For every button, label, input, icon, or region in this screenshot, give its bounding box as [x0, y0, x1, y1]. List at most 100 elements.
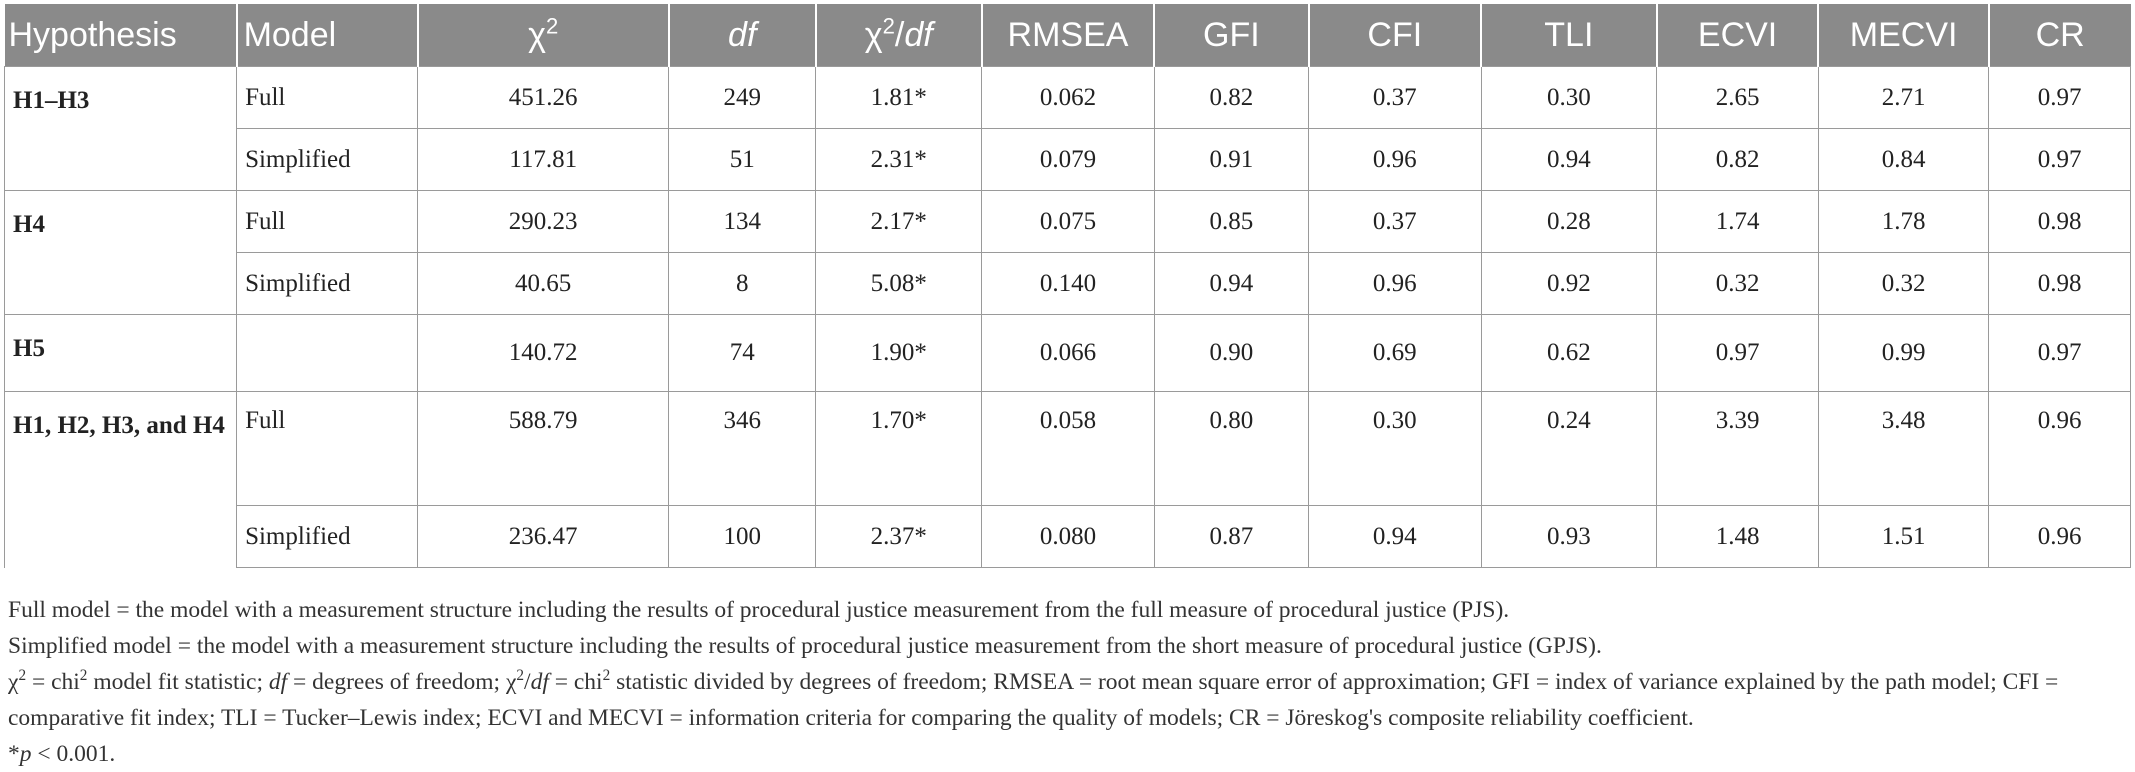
value-cell: 0.32 [1656, 252, 1819, 315]
value-cell: 0.30 [1480, 66, 1657, 129]
value-cell: 0.96 [1988, 391, 2131, 506]
value-cell: 3.39 [1656, 391, 1819, 506]
value-cell: 0.96 [1988, 505, 2131, 568]
value-cell: 134 [668, 190, 816, 253]
value-cell: 0.97 [1988, 314, 2131, 392]
table-row: H1–H3 Full 451.26 249 1.81* 0.062 0.82 0.37 0.30… [3, 66, 2131, 191]
value-cell: 1.70* [815, 391, 982, 506]
value-cell: 100 [668, 505, 816, 568]
note-abbreviations: χ2 = chi2 model fit statistic; df = degr… [8, 667, 2059, 731]
value-cell: 1.90* [815, 314, 982, 392]
column-header: χ2 [416, 4, 669, 67]
column-header: Model [235, 4, 418, 67]
value-cell: 0.058 [981, 391, 1155, 506]
table-row: Simplified 236.47 100 2.37* 0.080 0.87 0.94 0.9… [5, 505, 2131, 568]
value-cell: 2.37* [815, 505, 982, 568]
table-notes: Full model = the model with a measuremen… [8, 592, 2130, 772]
table-row: H5 140.72 74 1.90* 0.066 0.90 0.69 0.62 0.97 0.99… [3, 314, 2131, 392]
value-cell: 0.062 [981, 66, 1155, 129]
note-significance: *p < 0.001. [8, 741, 116, 767]
value-cell: 51 [668, 128, 816, 191]
value-cell: 249 [668, 66, 816, 129]
value-cell: 0.37 [1308, 190, 1482, 253]
table-row: Simplified 117.81 51 2.31* 0.079 0.91 0.96 0.94… [5, 128, 2131, 191]
value-cell: 236.47 [417, 505, 669, 568]
value-cell: 0.97 [1656, 314, 1819, 392]
value-cell: 2.65 [1656, 66, 1819, 129]
note-full-model: Full model = the model with a measuremen… [8, 597, 1510, 623]
column-header: CR [1987, 4, 2131, 67]
hypothesis-cell: H1, H2, H3, and H4 [3, 391, 237, 568]
value-cell: 0.90 [1153, 314, 1309, 392]
value-cell: 0.87 [1153, 505, 1309, 568]
note-simplified-model: Simplified model = the model with a meas… [8, 633, 1602, 659]
value-cell: 2.31* [815, 128, 982, 191]
value-cell: 0.99 [1817, 314, 1989, 392]
column-header: ECVI [1655, 4, 1819, 67]
model-cell: Full [236, 66, 418, 129]
model-cell: Full [236, 190, 418, 253]
value-cell: 0.93 [1480, 505, 1657, 568]
value-cell: 0.94 [1308, 505, 1482, 568]
value-cell: 0.94 [1480, 128, 1657, 191]
value-cell: 0.98 [1988, 252, 2131, 315]
value-cell: 0.066 [981, 314, 1155, 392]
model-cell: Simplified [236, 505, 418, 568]
value-cell: 0.84 [1817, 128, 1989, 191]
value-cell: 0.85 [1153, 190, 1309, 253]
value-cell: 0.32 [1817, 252, 1989, 315]
value-cell: 0.91 [1153, 128, 1309, 191]
value-cell: 5.08* [815, 252, 982, 315]
table-row: Simplified 40.65 8 5.08* 0.140 0.94 0.96 0.92 0.… [5, 252, 2131, 315]
model-cell [236, 314, 418, 392]
value-cell: 0.079 [981, 128, 1155, 191]
model-cell: Simplified [236, 128, 418, 191]
value-cell: 2.71 [1817, 66, 1989, 129]
column-header: GFI [1153, 4, 1309, 67]
column-header: χ2/df [814, 4, 982, 67]
header-row: Hypothesis Model χ2 df χ2/df RMSEA GFI CFI TLI EC… [4, 4, 2131, 67]
value-cell: 0.28 [1480, 190, 1657, 253]
hypothesis-cell: H1–H3 [3, 66, 237, 191]
value-cell: 0.69 [1308, 314, 1482, 392]
value-cell: 0.24 [1480, 391, 1657, 506]
value-cell: 0.80 [1153, 391, 1309, 506]
value-cell: 0.37 [1308, 66, 1482, 129]
value-cell: 0.96 [1308, 128, 1482, 191]
value-cell: 1.78 [1817, 190, 1989, 253]
column-header: Hypothesis [4, 4, 237, 67]
table-row: H4 Full 290.23 134 2.17* 0.075 0.85 0.37 0.28 1.7… [3, 190, 2131, 315]
value-cell: 2.17* [815, 190, 982, 253]
model-fit-table: Hypothesis Model χ2 df χ2/df RMSEA GFI CFI TLI EC… [3, 4, 2131, 568]
hypothesis-cell: H4 [3, 190, 237, 315]
value-cell: 8 [668, 252, 816, 315]
column-header: df [667, 4, 816, 67]
value-cell: 0.140 [981, 252, 1155, 315]
value-cell: 0.82 [1153, 66, 1309, 129]
value-cell: 0.82 [1656, 128, 1819, 191]
value-cell: 1.74 [1656, 190, 1819, 253]
value-cell: 451.26 [417, 66, 669, 129]
value-cell: 3.48 [1817, 391, 1989, 506]
value-cell: 0.075 [981, 190, 1155, 253]
value-cell: 0.30 [1308, 391, 1482, 506]
value-cell: 140.72 [417, 314, 669, 392]
value-cell: 346 [668, 391, 816, 506]
value-cell: 0.98 [1988, 190, 2131, 253]
column-header: TLI [1480, 4, 1657, 67]
value-cell: 74 [668, 314, 816, 392]
value-cell: 1.51 [1817, 505, 1989, 568]
value-cell: 0.080 [981, 505, 1155, 568]
value-cell: 0.92 [1480, 252, 1657, 315]
hypothesis-cell: H5 [3, 314, 237, 392]
value-cell: 117.81 [417, 128, 669, 191]
model-cell: Simplified [236, 252, 418, 315]
column-header: RMSEA [980, 4, 1155, 67]
value-cell: 1.81* [815, 66, 982, 129]
value-cell: 290.23 [417, 190, 669, 253]
value-cell: 40.65 [417, 252, 669, 315]
value-cell: 0.62 [1480, 314, 1657, 392]
value-cell: 1.48 [1656, 505, 1819, 568]
value-cell: 0.94 [1153, 252, 1309, 315]
value-cell: 0.96 [1308, 252, 1482, 315]
